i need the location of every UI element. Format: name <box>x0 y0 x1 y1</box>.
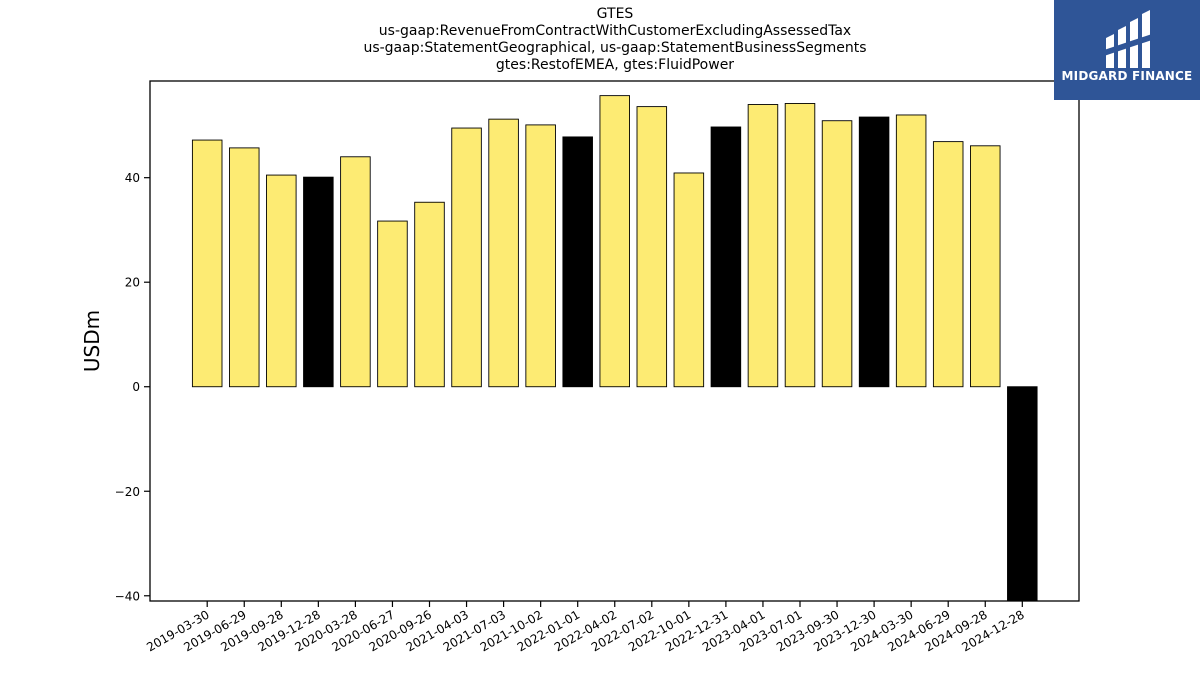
bar-2020-09-26 <box>414 201 445 388</box>
bars-group <box>191 95 1038 602</box>
bar-2024-12-28 <box>1007 386 1038 602</box>
bar-2020-03-28 <box>340 156 371 388</box>
bar-2020-06-27 <box>377 220 408 388</box>
y-axis-ticks: −40 −20 0 20 40 <box>115 171 150 603</box>
bar-2022-12-31 <box>710 126 742 388</box>
bar-2021-10-02 <box>525 124 556 388</box>
bar-2022-10-01 <box>673 172 705 388</box>
bar-2021-07-03 <box>488 118 519 388</box>
y-tick-label: 40 <box>125 171 140 185</box>
logo-text: MIDGARD FINANCE <box>1061 69 1193 83</box>
brand-logo: MIDGARD FINANCE <box>1054 0 1200 100</box>
bar-2022-04-02 <box>599 95 631 388</box>
logo-mark-icon <box>1104 10 1152 68</box>
chart-title-line-3: us-gaap:StatementGeographical, us-gaap:S… <box>363 40 867 56</box>
plot-frame <box>149 80 1080 602</box>
bar-2022-01-01 <box>562 136 593 388</box>
y-tick-label: −40 <box>115 589 140 603</box>
chart-title-line-1: GTES <box>596 6 634 22</box>
bar-2019-12-28 <box>303 176 334 388</box>
bar-2021-04-03 <box>451 127 482 388</box>
y-axis-label: USDm <box>80 310 104 372</box>
bar-2023-07-01 <box>784 103 816 388</box>
y-tick-label: 0 <box>132 380 140 394</box>
bar-2023-04-01 <box>747 104 779 388</box>
bar-2019-09-28 <box>266 174 297 388</box>
x-axis-ticks: 2019-03-302019-06-292019-09-282019-12-28… <box>144 601 1027 654</box>
bar-2022-07-02 <box>636 106 668 388</box>
bar-2024-03-30 <box>895 114 927 388</box>
bar-2024-06-29 <box>932 141 964 388</box>
bar-2023-12-30 <box>858 116 890 388</box>
chart-title-line-4: gtes:RestofEMEA, gtes:FluidPower <box>495 57 735 73</box>
y-tick-label: −20 <box>115 485 140 499</box>
bar-2024-09-28 <box>970 145 1001 388</box>
bar-2019-03-30 <box>191 139 223 388</box>
y-tick-label: 20 <box>125 276 140 290</box>
bar-2023-09-30 <box>821 120 853 388</box>
chart-title-line-2: us-gaap:RevenueFromContractWithCustomerE… <box>378 23 852 39</box>
bar-2019-06-29 <box>228 147 260 388</box>
